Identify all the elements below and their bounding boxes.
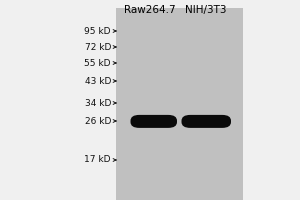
Text: 26 kD: 26 kD bbox=[85, 116, 111, 126]
Text: 95 kD: 95 kD bbox=[85, 26, 111, 36]
Text: 72 kD: 72 kD bbox=[85, 43, 111, 51]
Text: 43 kD: 43 kD bbox=[85, 76, 111, 86]
Text: NIH/3T3: NIH/3T3 bbox=[185, 5, 226, 15]
FancyBboxPatch shape bbox=[130, 115, 177, 128]
FancyBboxPatch shape bbox=[182, 115, 231, 128]
FancyBboxPatch shape bbox=[116, 8, 243, 200]
Text: 55 kD: 55 kD bbox=[85, 58, 111, 68]
Text: Raw264.7: Raw264.7 bbox=[124, 5, 176, 15]
Text: 17 kD: 17 kD bbox=[85, 156, 111, 164]
Text: 34 kD: 34 kD bbox=[85, 98, 111, 108]
